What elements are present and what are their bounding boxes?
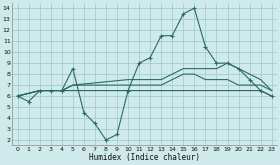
X-axis label: Humidex (Indice chaleur): Humidex (Indice chaleur) (89, 153, 200, 162)
